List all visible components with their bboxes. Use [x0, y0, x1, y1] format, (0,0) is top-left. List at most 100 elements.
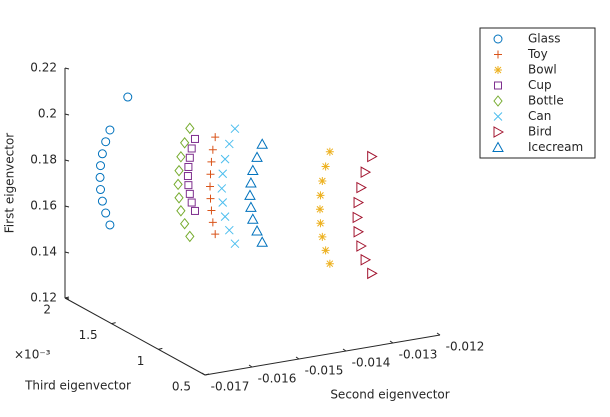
x-tick [389, 340, 394, 344]
point [206, 182, 215, 191]
point [220, 154, 230, 164]
y-exponent: ×10⁻³ [14, 348, 51, 362]
x-tick [201, 372, 206, 376]
point [97, 149, 107, 159]
point [321, 162, 330, 171]
point [183, 172, 192, 181]
y-axis-label: Third eigenvector [24, 379, 131, 393]
point [244, 189, 256, 200]
legend-marker [494, 66, 502, 74]
z-tick [64, 67, 70, 70]
point [353, 225, 365, 238]
point [185, 122, 195, 135]
point [105, 220, 115, 230]
point [245, 201, 257, 212]
y-tick [158, 347, 163, 350]
y-tick [204, 373, 210, 376]
y-tick-label: 0.5 [172, 380, 191, 394]
point [316, 191, 325, 200]
point [184, 162, 193, 171]
legend-label: Icecream [528, 140, 583, 154]
point [173, 178, 183, 191]
y-axis [64, 297, 206, 376]
point [96, 161, 106, 171]
legend-marker [493, 95, 503, 107]
point [246, 164, 259, 176]
legend-label: Bird [528, 125, 552, 139]
legend-label: Bottle [528, 94, 564, 108]
point [246, 213, 259, 224]
x-tick [295, 356, 300, 360]
point [318, 177, 327, 186]
z-tick-label: 0.16 [30, 199, 57, 213]
point [220, 212, 230, 221]
z-tick [64, 113, 70, 116]
point [251, 151, 263, 162]
z-tick [64, 297, 70, 300]
point [184, 181, 193, 190]
point [176, 205, 186, 217]
point [207, 157, 216, 166]
point [180, 217, 190, 230]
legend-box [479, 27, 596, 159]
point [101, 137, 111, 147]
point [315, 205, 324, 214]
x-tick-label: -0.017 [211, 380, 250, 394]
legend-label: Cup [528, 78, 552, 92]
point [95, 172, 105, 182]
legend-label: Glass [528, 32, 561, 46]
point [96, 185, 106, 195]
point [353, 196, 365, 209]
legend-label: Bowl [528, 63, 557, 77]
x-tick [436, 332, 441, 336]
point [187, 198, 196, 207]
x-axis-label: Second eigenvector [330, 388, 449, 402]
point [318, 232, 327, 241]
y-tick-label: 2 [43, 303, 51, 317]
point [174, 191, 184, 204]
point [97, 196, 107, 206]
point [256, 138, 269, 149]
point [217, 184, 227, 193]
z-tick-label: 0.22 [30, 61, 57, 75]
point [325, 147, 334, 156]
x-tick [342, 348, 347, 352]
point [230, 239, 240, 249]
point [218, 198, 228, 207]
y-tick-label: 1.5 [79, 328, 98, 342]
legend-marker [492, 141, 504, 152]
z-tick-label: 0.12 [30, 291, 57, 305]
legend-marker [494, 50, 502, 59]
point [360, 253, 372, 266]
point [190, 134, 199, 143]
point [208, 145, 217, 154]
point [101, 208, 111, 218]
point [224, 139, 234, 149]
point [105, 125, 115, 135]
point [190, 206, 199, 215]
legend-marker [493, 34, 503, 44]
point [367, 150, 378, 163]
point [218, 169, 228, 179]
point [316, 219, 325, 228]
y-tick-label: 1 [137, 354, 145, 368]
point [360, 166, 372, 178]
x-tick [248, 364, 253, 368]
point [352, 211, 364, 224]
point [185, 230, 195, 243]
legend-label: Toy [527, 47, 548, 61]
point [367, 267, 378, 280]
point [211, 133, 220, 142]
x-tick-label: -0.012 [446, 340, 485, 354]
point [208, 218, 217, 227]
point [245, 176, 257, 188]
point [187, 144, 196, 153]
point [123, 92, 133, 102]
x-tick-label: -0.015 [305, 364, 344, 378]
point [180, 136, 190, 149]
point [207, 206, 216, 215]
point [224, 225, 234, 235]
point [206, 170, 215, 179]
